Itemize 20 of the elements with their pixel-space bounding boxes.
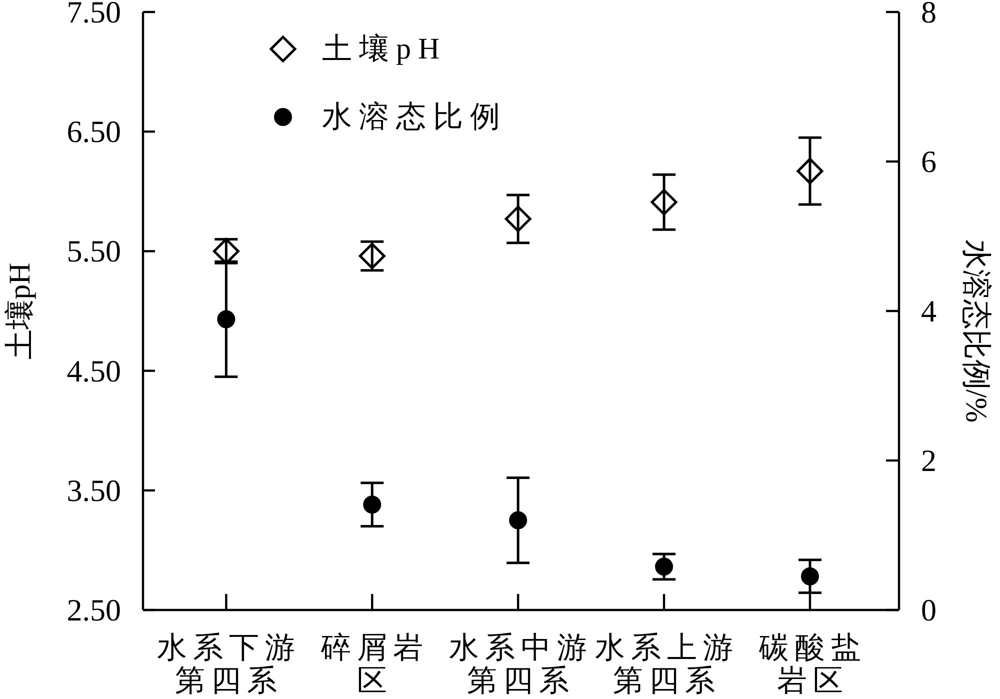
y2-tick-label: 4 xyxy=(921,294,936,328)
y2-tick-label: 6 xyxy=(921,144,936,179)
x-tick-label: 水系下游第四系 xyxy=(157,632,302,698)
y2-axis-title: 水溶态比例/% xyxy=(960,239,992,423)
y2-tick-label: 0 xyxy=(921,592,936,628)
x-tick-label: 水系中游第四系 xyxy=(449,632,594,698)
legend-label: 土壤pH xyxy=(322,32,447,66)
y-tick-label: 2.50 xyxy=(66,592,121,628)
x-tick-label: 碎屑岩区 xyxy=(321,632,430,698)
y-tick-label: 3.50 xyxy=(66,472,121,508)
y-tick-label: 5.50 xyxy=(66,234,121,269)
legend-label: 水溶态比例 xyxy=(322,100,507,134)
y2-tick-label: 2 xyxy=(921,443,936,478)
y-tick-label: 4.50 xyxy=(66,353,121,388)
y-axis-title: 土壤pH xyxy=(4,262,36,360)
y-tick-label: 7.50 xyxy=(66,0,121,30)
y-tick-label: 6.50 xyxy=(66,114,121,150)
x-tick-label: 水系上游第四系 xyxy=(595,632,740,698)
x-tick-label: 碳酸盐岩区 xyxy=(758,632,867,698)
y2-tick-label: 8 xyxy=(921,0,936,30)
